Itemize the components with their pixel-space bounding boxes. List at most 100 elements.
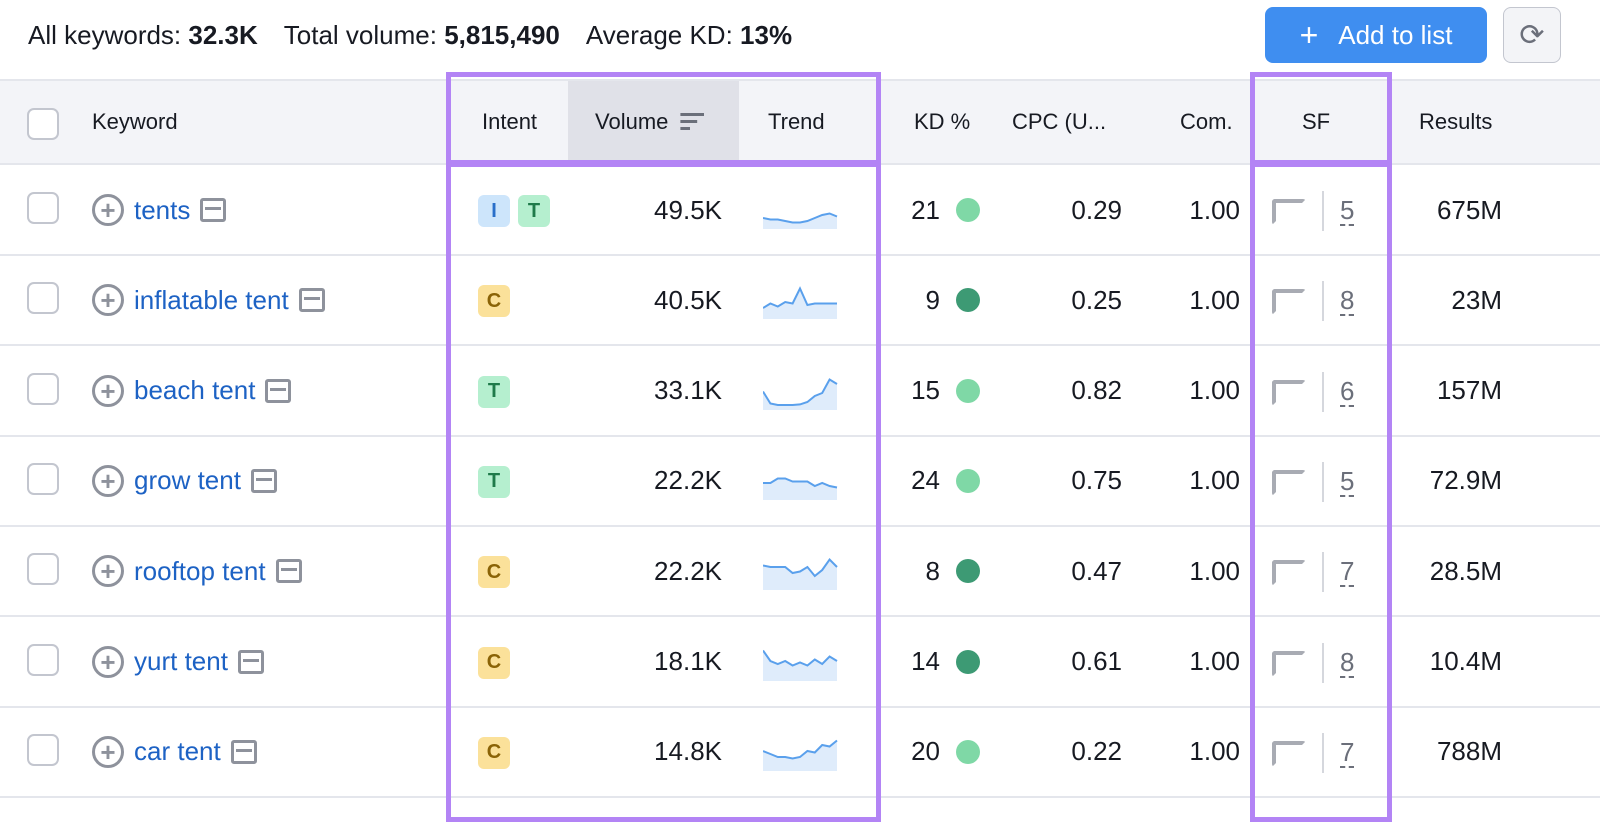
trend-sparkline: [763, 377, 838, 410]
serp-features-icon[interactable]: [1272, 650, 1306, 677]
kd-dot-icon: [956, 559, 980, 584]
intent-cell: C: [478, 556, 518, 589]
trend-area: [763, 288, 837, 320]
kd-cell: 20: [880, 708, 980, 796]
sf-count[interactable]: 5: [1340, 195, 1355, 226]
trend-area: [763, 650, 837, 681]
row-checkbox[interactable]: [27, 192, 59, 224]
intent-badge: C: [478, 736, 510, 769]
results-cell: 23M: [1451, 284, 1502, 315]
intent-cell: C: [478, 285, 518, 318]
results-cell: 788M: [1436, 736, 1502, 767]
row-checkbox[interactable]: [27, 282, 59, 315]
keyword-link[interactable]: grow tent: [134, 465, 241, 496]
add-circle-icon[interactable]: +: [92, 464, 124, 497]
com-cell: 1.00: [1189, 284, 1240, 315]
serp-icon[interactable]: [230, 739, 257, 764]
serp-features-icon[interactable]: [1272, 289, 1306, 316]
row-checkbox[interactable]: [27, 553, 59, 586]
divider: [1322, 732, 1324, 773]
header-sf[interactable]: SF: [1302, 109, 1331, 134]
serp-features-icon[interactable]: [1272, 740, 1306, 767]
sf-count[interactable]: 7: [1340, 556, 1355, 588]
sf-count[interactable]: 8: [1340, 646, 1355, 678]
serp-icon[interactable]: [275, 559, 302, 584]
add-circle-icon[interactable]: +: [92, 645, 124, 678]
serp-icon[interactable]: [298, 288, 325, 313]
volume-sort-bg: [568, 81, 739, 163]
row-checkbox[interactable]: [27, 733, 59, 766]
row-checkbox[interactable]: [27, 372, 59, 405]
keyword-cell: + tents: [92, 166, 227, 254]
serp-icon[interactable]: [237, 649, 264, 674]
header-com[interactable]: Com.: [1180, 109, 1233, 134]
plus-icon: +: [1299, 16, 1319, 53]
refresh-button[interactable]: ⟳: [1503, 7, 1561, 63]
sf-count[interactable]: 6: [1340, 375, 1355, 407]
header-keyword[interactable]: Keyword: [92, 109, 178, 134]
results-cell: 28.5M: [1429, 555, 1502, 586]
com-cell: 1.00: [1189, 375, 1240, 406]
kd-cell: 9: [880, 256, 980, 344]
intent-badge: C: [478, 556, 510, 589]
volume-cell: 14.8K: [654, 736, 722, 767]
trend-sparkline: [763, 739, 838, 771]
keyword-link[interactable]: inflatable tent: [134, 284, 289, 315]
add-circle-icon[interactable]: +: [92, 555, 124, 588]
com-cell: 1.00: [1189, 465, 1240, 496]
cpc-cell: 0.75: [1071, 465, 1122, 496]
row-checkbox[interactable]: [27, 462, 59, 495]
serp-icon[interactable]: [200, 198, 227, 222]
keyword-cell: + inflatable tent: [92, 256, 325, 344]
serp-icon[interactable]: [250, 468, 277, 493]
row-checkbox[interactable]: [27, 643, 59, 676]
add-circle-icon[interactable]: +: [92, 194, 124, 226]
header-volume[interactable]: Volume: [595, 81, 705, 163]
serp-features-icon[interactable]: [1272, 560, 1306, 587]
com-cell: 1.00: [1189, 736, 1240, 767]
add-circle-icon[interactable]: +: [92, 735, 124, 768]
table-row: + grow tent T 22.2K 24 0.75 1.00 5 72.9M: [0, 437, 1600, 527]
header-results[interactable]: Results: [1419, 109, 1493, 134]
kd-dot-icon: [956, 468, 980, 493]
add-circle-icon[interactable]: +: [92, 284, 124, 317]
sf-count[interactable]: 7: [1340, 736, 1355, 768]
add-circle-icon[interactable]: +: [92, 374, 124, 407]
header-intent[interactable]: Intent: [482, 109, 538, 134]
add-to-list-button[interactable]: + Add to list: [1265, 7, 1487, 63]
serp-features-icon[interactable]: [1272, 199, 1306, 225]
kd-value: 9: [925, 284, 940, 315]
serp-features-icon[interactable]: [1272, 379, 1306, 406]
trend-area: [763, 740, 837, 771]
keyword-link[interactable]: car tent: [134, 736, 221, 767]
trend-line: [763, 558, 838, 578]
kd-value: 21: [911, 194, 940, 225]
keyword-link[interactable]: beach tent: [134, 375, 256, 406]
trend-line: [763, 649, 838, 667]
total-volume: Total volume: 5,815,490: [283, 20, 560, 50]
divider: [1322, 191, 1324, 231]
trend-line: [763, 739, 838, 760]
sort-icon: [680, 113, 705, 131]
header-cpc[interactable]: CPC (U...: [1012, 109, 1107, 134]
intent-badge: I: [478, 195, 510, 227]
com-cell: 1.00: [1189, 194, 1240, 225]
divider: [1322, 461, 1324, 502]
serp-features-icon[interactable]: [1272, 469, 1306, 496]
volume-cell: 18.1K: [654, 646, 722, 676]
keyword-link[interactable]: tents: [134, 194, 191, 225]
com-cell: 1.00: [1189, 646, 1240, 676]
header-trend[interactable]: Trend: [768, 109, 825, 134]
keyword-cell: + car tent: [92, 708, 257, 796]
sf-count[interactable]: 8: [1340, 285, 1355, 317]
keyword-link[interactable]: rooftop tent: [134, 555, 266, 586]
intent-badge: C: [478, 285, 510, 318]
divider: [1322, 371, 1324, 412]
trend-sparkline: [763, 649, 838, 681]
select-all-checkbox[interactable]: [27, 108, 59, 140]
keyword-link[interactable]: yurt tent: [134, 646, 228, 676]
header-kd[interactable]: KD %: [914, 109, 971, 134]
table-row: + inflatable tent C 40.5K 9 0.25 1.00 8 2…: [0, 256, 1600, 347]
serp-icon[interactable]: [265, 378, 292, 403]
sf-count[interactable]: 5: [1340, 465, 1355, 497]
